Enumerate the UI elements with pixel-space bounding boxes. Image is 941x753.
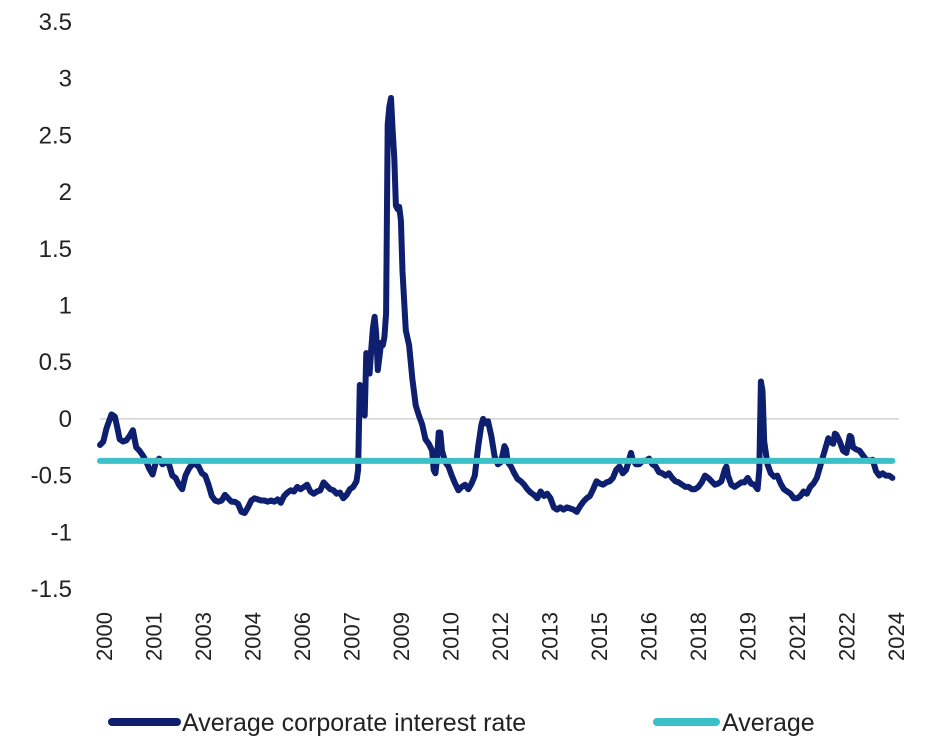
x-tick-label: 2003: [191, 612, 216, 661]
x-tick-label: 2015: [587, 612, 612, 661]
legend-label-average: Average: [722, 709, 815, 737]
x-tick-label: 2004: [241, 612, 266, 661]
x-tick-label: 2022: [835, 612, 860, 661]
x-tick-label: 2006: [290, 612, 315, 661]
y-tick-label: 3: [59, 66, 72, 93]
y-tick-label: 1.5: [39, 236, 72, 263]
x-tick-label: 2016: [637, 612, 662, 661]
series-line-corporate-rate: [97, 95, 896, 516]
y-tick-label: 3.5: [39, 9, 72, 36]
x-tick-label: 2001: [142, 612, 167, 661]
y-tick-label: -1: [51, 519, 72, 546]
y-tick-label: -0.5: [31, 463, 72, 490]
y-axis-tick-labels: 3.5 3 2.5 2 1.5 1 0.5 0 -0.5 -1 -1.5: [31, 9, 72, 603]
y-tick-label: 0: [59, 406, 72, 433]
y-tick-label: 1: [59, 293, 72, 320]
x-tick-label: 2019: [736, 612, 761, 661]
x-tick-label: 2009: [389, 612, 414, 661]
series-layer: [97, 95, 896, 516]
legend: Average corporate interest rate Average: [108, 709, 815, 737]
y-tick-label: -1.5: [31, 576, 72, 603]
y-tick-label: 0.5: [39, 349, 72, 376]
x-tick-label: 2024: [884, 612, 909, 661]
x-tick-label: 2010: [439, 612, 464, 661]
x-tick-label: 2013: [538, 612, 563, 661]
x-tick-label: 2012: [488, 612, 513, 661]
x-tick-label: 2000: [92, 612, 117, 661]
y-tick-label: 2.5: [39, 122, 72, 149]
x-tick-label: 2007: [340, 612, 365, 661]
legend-label-corporate-rate: Average corporate interest rate: [182, 709, 526, 737]
x-tick-label: 2021: [785, 612, 810, 661]
y-tick-label: 2: [59, 179, 72, 206]
x-axis-tick-labels: 2000 2001 2003 2004 2006 2007 2009 2010 2012 2013…: [92, 612, 909, 661]
x-tick-label: 2018: [686, 612, 711, 661]
